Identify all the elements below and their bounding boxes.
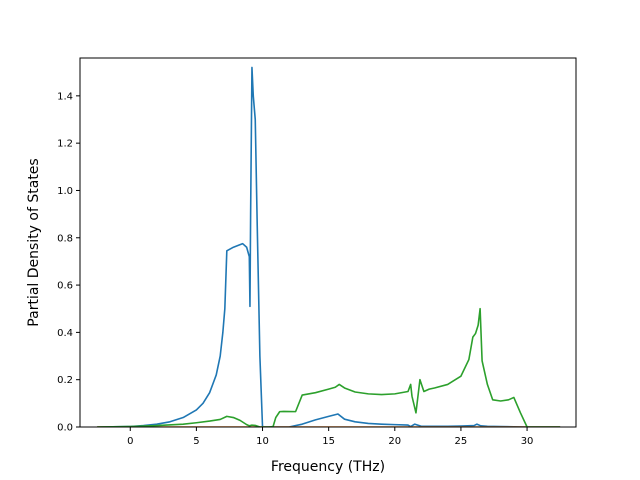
y-tick-label: 0.0 bbox=[57, 423, 73, 434]
y-tick-label: 1.0 bbox=[57, 186, 73, 197]
x-axis-label: Frequency (THz) bbox=[271, 459, 385, 475]
x-tick-label: 25 bbox=[455, 436, 468, 447]
x-tick-label: 30 bbox=[521, 436, 534, 447]
x-tick-label: 5 bbox=[193, 436, 199, 447]
x-axis-ticks: 0 5 10 15 20 25 30 bbox=[127, 427, 533, 447]
x-tick-label: 0 bbox=[127, 436, 133, 447]
y-tick-label: 0.2 bbox=[57, 375, 73, 386]
y-tick-label: 0.8 bbox=[57, 233, 73, 244]
y-tick-label: 0.4 bbox=[57, 328, 73, 339]
plot-frame bbox=[79, 57, 577, 428]
series-line-1 bbox=[97, 66, 561, 427]
series-layer bbox=[97, 66, 561, 427]
y-tick-label: 1.2 bbox=[57, 139, 73, 150]
y-tick-label: 1.4 bbox=[57, 91, 73, 102]
y-axis-ticks: 0.0 0.2 0.4 0.6 0.8 1.0 1.2 1.4 bbox=[57, 91, 80, 434]
x-tick-label: 20 bbox=[388, 436, 401, 447]
x-tick-label: 15 bbox=[322, 436, 335, 447]
series-line-3 bbox=[97, 307, 561, 427]
x-tick-label: 10 bbox=[256, 436, 269, 447]
y-axis-label: Partial Density of States bbox=[26, 158, 42, 326]
y-tick-label: 0.6 bbox=[57, 281, 73, 292]
